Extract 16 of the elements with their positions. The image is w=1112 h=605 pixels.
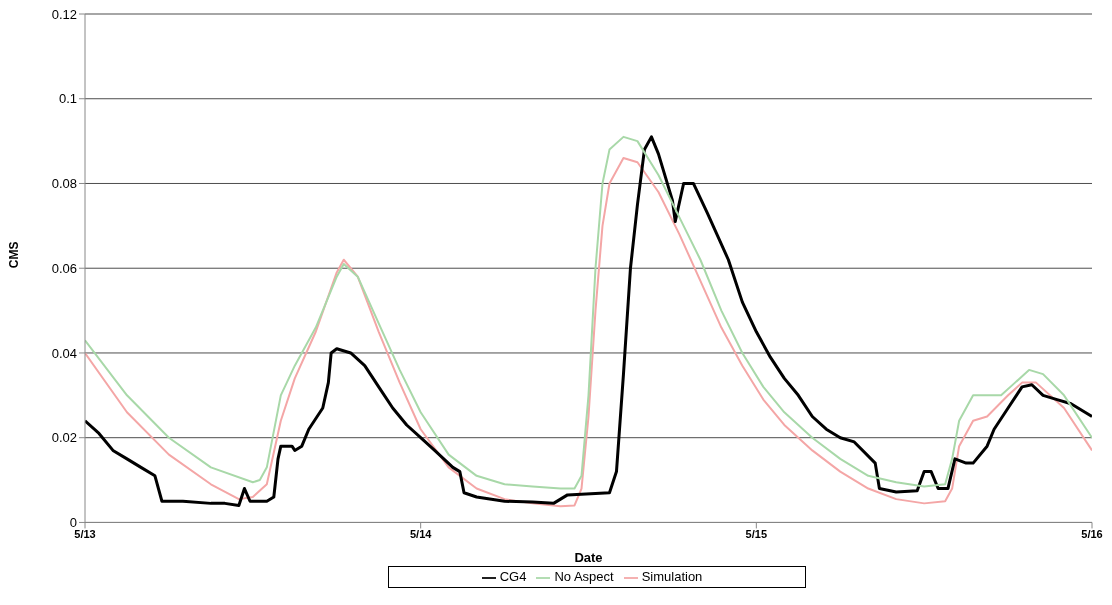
legend-label: No Aspect	[554, 569, 614, 585]
x-tick-label: 5/15	[745, 528, 768, 541]
y-axis-title: CMS	[7, 241, 22, 269]
y-tick-label: 0	[69, 515, 77, 531]
x-tick-label: 5/13	[74, 528, 96, 541]
y-tick-label: 0.02	[51, 430, 77, 446]
x-axis-title: Date	[574, 550, 603, 566]
x-tick-label: 5/14	[409, 528, 433, 541]
x-tick-label: 5/16	[1081, 528, 1103, 541]
y-tick-label: 0.1	[58, 91, 77, 107]
y-tick-label: 0.08	[51, 176, 77, 192]
y-tick-label: 0.04	[51, 345, 77, 361]
y-tick-label: 0.12	[51, 6, 77, 22]
legend-label: Simulation	[641, 569, 703, 585]
legend-label: CG4	[499, 569, 527, 585]
y-tick-label: 0.06	[51, 260, 77, 276]
